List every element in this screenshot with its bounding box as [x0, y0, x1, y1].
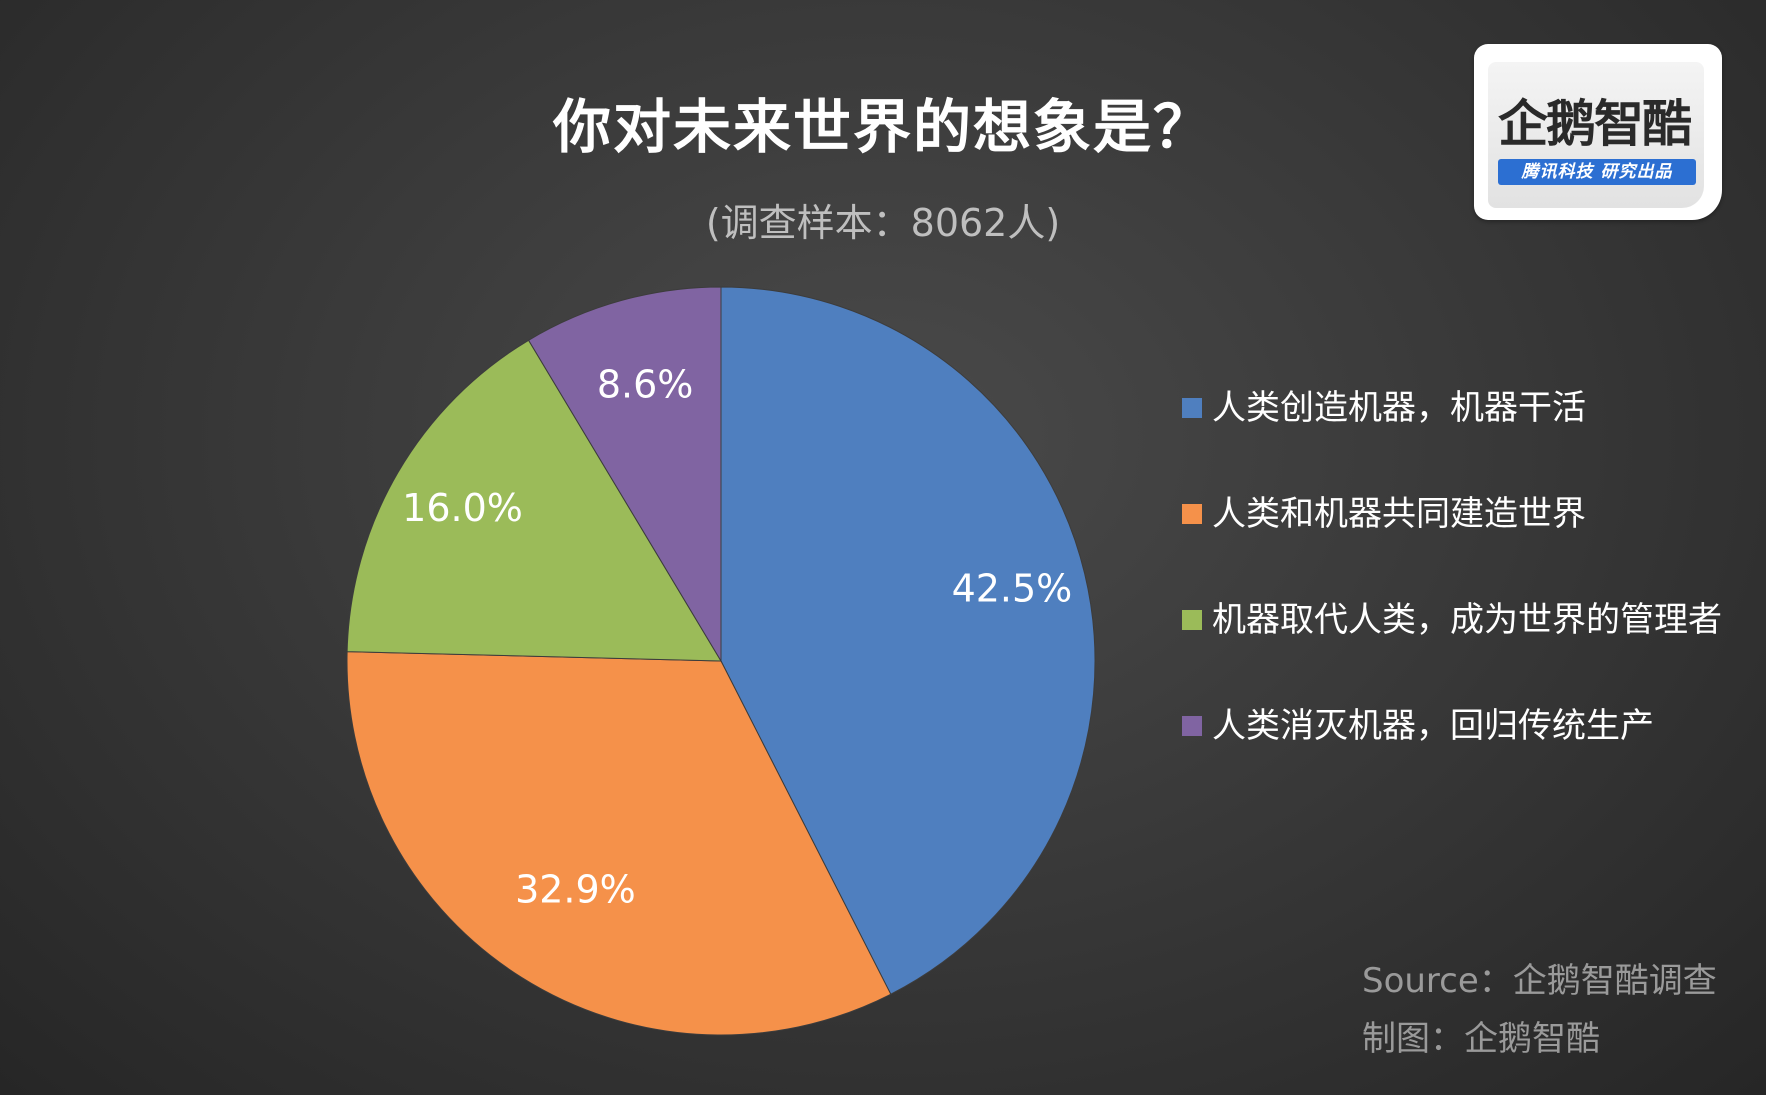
legend-label: 机器取代人类，成为世界的管理者	[1212, 600, 1722, 640]
chart-legend: 人类创造机器，机器干活 人类和机器共同建造世界 机器取代人类，成为世界的管理者 …	[1182, 380, 1722, 804]
brand-logo: 企鹅智酷 腾讯科技 研究出品	[1474, 44, 1722, 220]
chart-title: 你对未来世界的想象是？	[552, 93, 1213, 161]
legend-item-4: 人类消灭机器，回归传统生产	[1182, 698, 1722, 804]
brand-logo-text: 企鹅智酷	[1498, 95, 1692, 153]
pie-slice-1	[720, 286, 1096, 995]
legend-swatch	[1182, 610, 1202, 630]
legend-item-2: 人类和机器共同建造世界	[1182, 486, 1722, 592]
legend-label: 人类和机器共同建造世界	[1212, 494, 1586, 534]
pie-slice-label-4: 8.6%	[597, 363, 694, 407]
pie-slice-label-1: 42.5%	[952, 567, 1073, 611]
brand-logo-panel: 企鹅智酷 腾讯科技 研究出品	[1488, 62, 1704, 208]
brand-logo-tagline: 腾讯科技 研究出品	[1498, 159, 1696, 185]
pie-slice-4	[527, 286, 722, 663]
pie-slice-label-2: 32.9%	[515, 867, 636, 911]
chart-subtitle: (调查样本：8062人)	[705, 201, 1061, 245]
legend-swatch	[1182, 716, 1202, 736]
legend-item-3: 机器取代人类，成为世界的管理者	[1182, 592, 1722, 698]
pie-slice-label-3: 16.0%	[402, 486, 523, 530]
legend-label: 人类创造机器，机器干活	[1212, 388, 1586, 428]
pie-slice-2	[346, 651, 892, 1036]
pie-slice-3	[346, 339, 722, 662]
legend-item-1: 人类创造机器，机器干活	[1182, 380, 1722, 486]
legend-swatch	[1182, 504, 1202, 524]
source-note: Source：企鹅智酷调查	[1362, 961, 1717, 1001]
legend-label: 人类消灭机器，回归传统生产	[1212, 706, 1654, 746]
footer-notes: Source：企鹅智酷调查 制图：企鹅智酷	[1362, 952, 1717, 1068]
legend-swatch	[1182, 398, 1202, 418]
credit-note: 制图：企鹅智酷	[1362, 1019, 1600, 1059]
